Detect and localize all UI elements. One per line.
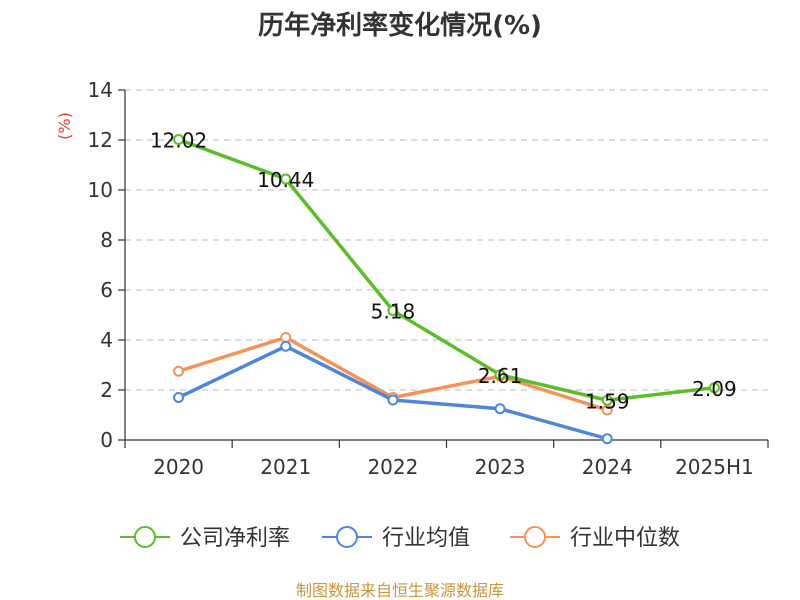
legend-swatch-marker [134, 526, 156, 548]
series-0 [173, 134, 720, 406]
y-tick-label: 6 [100, 278, 113, 302]
x-tick-label: 2025H1 [675, 455, 754, 479]
data-point [173, 365, 185, 377]
data-label: 5.18 [371, 300, 416, 324]
series-1 [173, 340, 613, 445]
data-point [494, 403, 506, 415]
data-label: 1.59 [585, 389, 630, 413]
data-point [601, 433, 613, 445]
legend-item-0[interactable]: 公司净利率 [120, 526, 290, 551]
x-tick-label: 2020 [153, 455, 204, 479]
data-label: 12.02 [150, 129, 207, 153]
y-axis-ticks: 0 2 4 6 8 10 12 14 [88, 78, 125, 452]
x-tick-label: 2021 [260, 455, 311, 479]
legend-swatch-marker [336, 526, 358, 548]
data-label: 2.61 [478, 364, 523, 388]
legend-label: 行业中位数 [570, 526, 680, 551]
data-point [601, 394, 613, 406]
y-tick-label: 12 [88, 128, 113, 152]
x-tick-label: 2024 [582, 455, 633, 479]
y-axis-unit-label: (%) [55, 112, 74, 140]
data-point [494, 369, 506, 381]
data-labels: 12.02 10.44 5.18 2.61 1.59 2.09 [150, 129, 737, 414]
y-tick-label: 14 [88, 78, 113, 102]
data-point [387, 394, 399, 406]
legend: 公司净利率 行业均值 行业中位数 [120, 526, 680, 551]
data-point [708, 382, 720, 394]
y-tick-label: 0 [100, 428, 113, 452]
data-point [280, 173, 292, 185]
data-point [387, 305, 399, 316]
y-tick-label: 8 [100, 228, 113, 252]
x-tick-label: 2023 [475, 455, 526, 479]
legend-item-2[interactable]: 行业中位数 [510, 526, 680, 551]
legend-label: 公司净利率 [180, 526, 290, 551]
x-axis-ticks: 2020 2021 2022 2023 2024 2025H1 [124, 440, 769, 479]
data-label: 10.44 [257, 168, 314, 192]
x-tick-label: 2022 [367, 455, 418, 479]
data-point [280, 340, 292, 352]
series-line [177, 137, 715, 402]
chart-title: 历年净利率变化情况(%) [258, 10, 542, 41]
series-layer [173, 134, 720, 445]
y-tick-label: 2 [100, 378, 113, 402]
data-point [173, 392, 185, 403]
data-label: 2.09 [692, 377, 737, 401]
legend-item-1[interactable]: 行业均值 [322, 526, 470, 551]
legend-swatch-marker [524, 526, 546, 548]
data-point [280, 332, 292, 343]
gridlines [125, 89, 768, 391]
legend-label: 行业均值 [382, 526, 470, 551]
y-tick-label: 4 [100, 328, 113, 352]
data-point [173, 134, 185, 145]
source-note: 制图数据来自恒生聚源数据库 [296, 581, 504, 600]
y-tick-label: 10 [88, 178, 113, 202]
